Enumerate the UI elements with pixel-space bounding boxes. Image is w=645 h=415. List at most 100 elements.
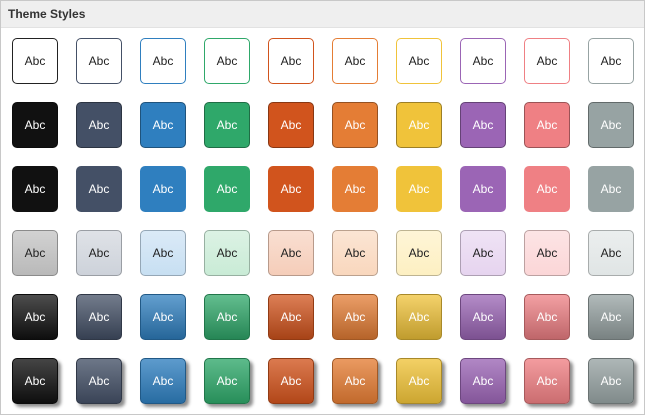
theme-style-swatch[interactable]: Abc bbox=[396, 294, 442, 340]
theme-style-swatch[interactable]: Abc bbox=[396, 358, 442, 404]
theme-style-swatch[interactable]: Abc bbox=[460, 230, 506, 276]
theme-style-swatch[interactable]: Abc bbox=[460, 102, 506, 148]
theme-style-swatch[interactable]: Abc bbox=[12, 102, 58, 148]
swatch-label: Abc bbox=[152, 118, 174, 132]
theme-style-swatch[interactable]: Abc bbox=[588, 102, 634, 148]
theme-style-swatch[interactable]: Abc bbox=[588, 294, 634, 340]
swatch-label: Abc bbox=[280, 374, 302, 388]
theme-style-swatch[interactable]: Abc bbox=[588, 358, 634, 404]
swatch-label: Abc bbox=[88, 182, 110, 196]
theme-style-swatch[interactable]: Abc bbox=[588, 38, 634, 84]
swatch-label: Abc bbox=[344, 54, 366, 68]
theme-style-swatch[interactable]: Abc bbox=[588, 230, 634, 276]
theme-style-swatch[interactable]: Abc bbox=[12, 230, 58, 276]
swatch-label: Abc bbox=[472, 182, 494, 196]
swatch-label: Abc bbox=[600, 118, 622, 132]
theme-style-swatch[interactable]: Abc bbox=[268, 166, 314, 212]
theme-style-swatch[interactable]: Abc bbox=[460, 294, 506, 340]
panel-title: Theme Styles bbox=[1, 1, 644, 28]
theme-style-swatch[interactable]: Abc bbox=[268, 38, 314, 84]
theme-style-swatch[interactable]: Abc bbox=[268, 294, 314, 340]
theme-style-swatch[interactable]: Abc bbox=[140, 38, 186, 84]
theme-style-swatch[interactable]: Abc bbox=[524, 166, 570, 212]
swatch-label: Abc bbox=[216, 118, 238, 132]
swatch-label: Abc bbox=[216, 374, 238, 388]
theme-style-swatch[interactable]: Abc bbox=[332, 230, 378, 276]
swatch-label: Abc bbox=[344, 118, 366, 132]
theme-style-swatch[interactable]: Abc bbox=[12, 294, 58, 340]
swatch-label: Abc bbox=[152, 374, 174, 388]
theme-style-swatch[interactable]: Abc bbox=[76, 358, 122, 404]
theme-style-swatch[interactable]: Abc bbox=[396, 38, 442, 84]
theme-style-swatch[interactable]: Abc bbox=[524, 102, 570, 148]
swatch-label: Abc bbox=[536, 310, 558, 324]
theme-style-swatch[interactable]: Abc bbox=[76, 166, 122, 212]
theme-style-swatch[interactable]: Abc bbox=[396, 230, 442, 276]
theme-style-swatch[interactable]: Abc bbox=[524, 230, 570, 276]
theme-style-swatch[interactable]: Abc bbox=[268, 102, 314, 148]
swatch-label: Abc bbox=[216, 246, 238, 260]
theme-style-swatch[interactable]: Abc bbox=[332, 166, 378, 212]
swatch-label: Abc bbox=[536, 246, 558, 260]
swatch-label: Abc bbox=[24, 374, 46, 388]
theme-style-swatch[interactable]: Abc bbox=[204, 166, 250, 212]
theme-style-swatch[interactable]: Abc bbox=[396, 166, 442, 212]
theme-style-swatch[interactable]: Abc bbox=[12, 38, 58, 84]
theme-style-swatch[interactable]: Abc bbox=[524, 38, 570, 84]
theme-style-swatch[interactable]: Abc bbox=[460, 358, 506, 404]
swatch-label: Abc bbox=[280, 246, 302, 260]
theme-style-swatch[interactable]: Abc bbox=[12, 166, 58, 212]
swatch-label: Abc bbox=[280, 182, 302, 196]
theme-style-swatch[interactable]: Abc bbox=[460, 38, 506, 84]
swatch-label: Abc bbox=[152, 246, 174, 260]
theme-style-swatch[interactable]: Abc bbox=[204, 294, 250, 340]
swatch-label: Abc bbox=[24, 246, 46, 260]
theme-style-swatch[interactable]: Abc bbox=[76, 38, 122, 84]
theme-style-swatch[interactable]: Abc bbox=[140, 294, 186, 340]
theme-style-swatch[interactable]: Abc bbox=[332, 38, 378, 84]
theme-style-swatch[interactable]: Abc bbox=[332, 358, 378, 404]
theme-style-swatch[interactable]: Abc bbox=[76, 230, 122, 276]
theme-style-swatch[interactable]: Abc bbox=[204, 102, 250, 148]
swatch-label: Abc bbox=[600, 246, 622, 260]
theme-style-swatch[interactable]: Abc bbox=[140, 358, 186, 404]
swatch-label: Abc bbox=[408, 310, 430, 324]
theme-style-swatch[interactable]: Abc bbox=[332, 102, 378, 148]
swatch-label: Abc bbox=[472, 54, 494, 68]
swatch-label: Abc bbox=[88, 310, 110, 324]
theme-style-swatch[interactable]: Abc bbox=[396, 102, 442, 148]
theme-style-swatch[interactable]: Abc bbox=[140, 102, 186, 148]
theme-style-swatch[interactable]: Abc bbox=[588, 166, 634, 212]
swatch-label: Abc bbox=[24, 182, 46, 196]
swatch-label: Abc bbox=[600, 54, 622, 68]
swatch-label: Abc bbox=[88, 246, 110, 260]
theme-style-swatch[interactable]: Abc bbox=[204, 38, 250, 84]
swatch-label: Abc bbox=[88, 54, 110, 68]
swatch-label: Abc bbox=[152, 182, 174, 196]
theme-style-swatch[interactable]: Abc bbox=[332, 294, 378, 340]
theme-style-swatch[interactable]: Abc bbox=[524, 294, 570, 340]
swatch-label: Abc bbox=[344, 310, 366, 324]
theme-style-swatch[interactable]: Abc bbox=[12, 358, 58, 404]
theme-style-swatch[interactable]: Abc bbox=[524, 358, 570, 404]
swatch-label: Abc bbox=[344, 374, 366, 388]
theme-style-swatch[interactable]: Abc bbox=[76, 102, 122, 148]
swatch-label: Abc bbox=[344, 246, 366, 260]
theme-style-swatch[interactable]: Abc bbox=[268, 230, 314, 276]
swatch-label: Abc bbox=[536, 182, 558, 196]
theme-style-swatch[interactable]: Abc bbox=[140, 166, 186, 212]
swatch-label: Abc bbox=[600, 310, 622, 324]
swatch-label: Abc bbox=[408, 182, 430, 196]
swatch-label: Abc bbox=[24, 118, 46, 132]
swatch-label: Abc bbox=[280, 310, 302, 324]
theme-style-swatch[interactable]: Abc bbox=[204, 230, 250, 276]
theme-style-swatch[interactable]: Abc bbox=[76, 294, 122, 340]
swatch-label: Abc bbox=[152, 54, 174, 68]
theme-style-swatch[interactable]: Abc bbox=[204, 358, 250, 404]
theme-style-swatch[interactable]: Abc bbox=[268, 358, 314, 404]
swatch-label: Abc bbox=[472, 310, 494, 324]
theme-style-swatch[interactable]: Abc bbox=[140, 230, 186, 276]
theme-style-swatch[interactable]: Abc bbox=[460, 166, 506, 212]
swatch-label: Abc bbox=[216, 182, 238, 196]
